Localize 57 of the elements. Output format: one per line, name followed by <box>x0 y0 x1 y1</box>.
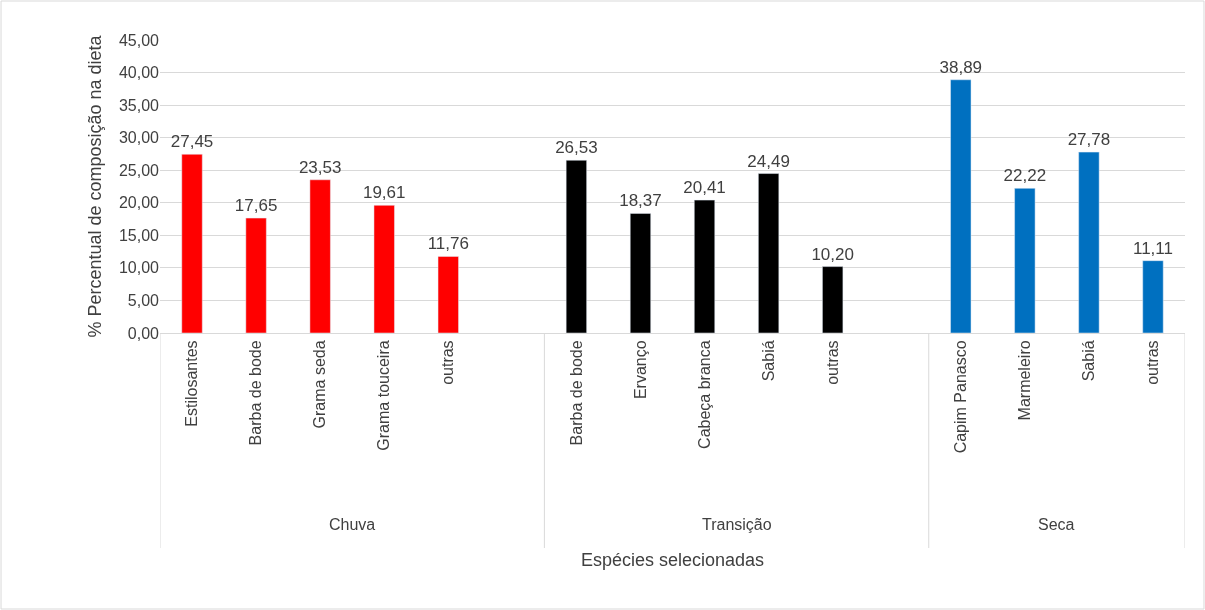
bar <box>758 173 780 333</box>
y-tick-label: 20,00 <box>118 194 160 212</box>
y-tick-label: 0,00 <box>127 324 160 342</box>
bar <box>565 160 587 333</box>
y-tick-label: 35,00 <box>118 96 160 114</box>
x-tick-label: Sabiá <box>1080 340 1098 382</box>
y-tick-label: 25,00 <box>118 161 160 179</box>
bar <box>245 217 267 333</box>
data-label: 11,11 <box>1132 238 1173 258</box>
y-tick-label: 15,00 <box>118 226 160 244</box>
y-tick-label: 10,00 <box>118 259 160 277</box>
text: Espécies selecionadas <box>581 550 765 570</box>
data-label: 10,20 <box>811 244 854 264</box>
x-tick-label: outras <box>439 340 457 385</box>
bar <box>1142 260 1164 333</box>
x-tick-label: Barba de bode <box>247 340 265 446</box>
y-tick-label: 45,00 <box>118 31 160 49</box>
x-tick-label: outras <box>823 340 841 385</box>
text: Chuva <box>329 516 376 533</box>
data-label: 20,41 <box>683 178 726 198</box>
x-tick-label: Marmeleiro <box>1016 340 1034 421</box>
x-tick-label: Grama touceira <box>375 340 393 451</box>
x-tick-label: Barba de bode <box>567 340 585 446</box>
data-label: 17,65 <box>234 196 278 216</box>
x-tick-label: Grama seda <box>311 340 329 429</box>
y-tick-label: 30,00 <box>118 129 160 147</box>
bar <box>694 199 716 333</box>
bar <box>309 179 331 333</box>
data-label: 11,76 <box>427 234 469 254</box>
bar <box>373 205 395 333</box>
data-label: 24,49 <box>747 151 790 171</box>
x-tick-label: outras <box>1144 340 1162 385</box>
x-tick-label: Capim Panasco <box>951 340 969 454</box>
data-label: 23,53 <box>298 157 342 177</box>
x-tick-label: Cabeça branca <box>695 340 713 449</box>
bar <box>950 79 972 333</box>
data-label: 27,78 <box>1067 130 1111 150</box>
y-tick-label: 5,00 <box>127 292 160 310</box>
data-label: 38,89 <box>939 57 983 77</box>
bar <box>437 256 459 333</box>
y-tick-label: 40,00 <box>118 64 160 82</box>
text: Seca <box>1038 516 1075 533</box>
data-label: 27,45 <box>170 132 214 152</box>
x-tick-label: Ervanço <box>631 340 649 400</box>
data-label: 26,53 <box>555 138 598 158</box>
text: Transição <box>702 516 772 533</box>
bar <box>629 213 651 333</box>
bar <box>822 266 844 333</box>
x-tick-label: Sabiá <box>759 340 777 382</box>
data-label: 22,22 <box>1003 166 1047 186</box>
bar <box>1078 151 1100 333</box>
y-axis-title: % Percentual de composição na dieta <box>85 34 106 338</box>
bar <box>181 154 203 333</box>
bar <box>1014 188 1036 333</box>
x-tick-label: Estilosantes <box>183 340 201 427</box>
data-label: 18,37 <box>619 191 662 211</box>
data-label: 19,61 <box>362 183 406 203</box>
